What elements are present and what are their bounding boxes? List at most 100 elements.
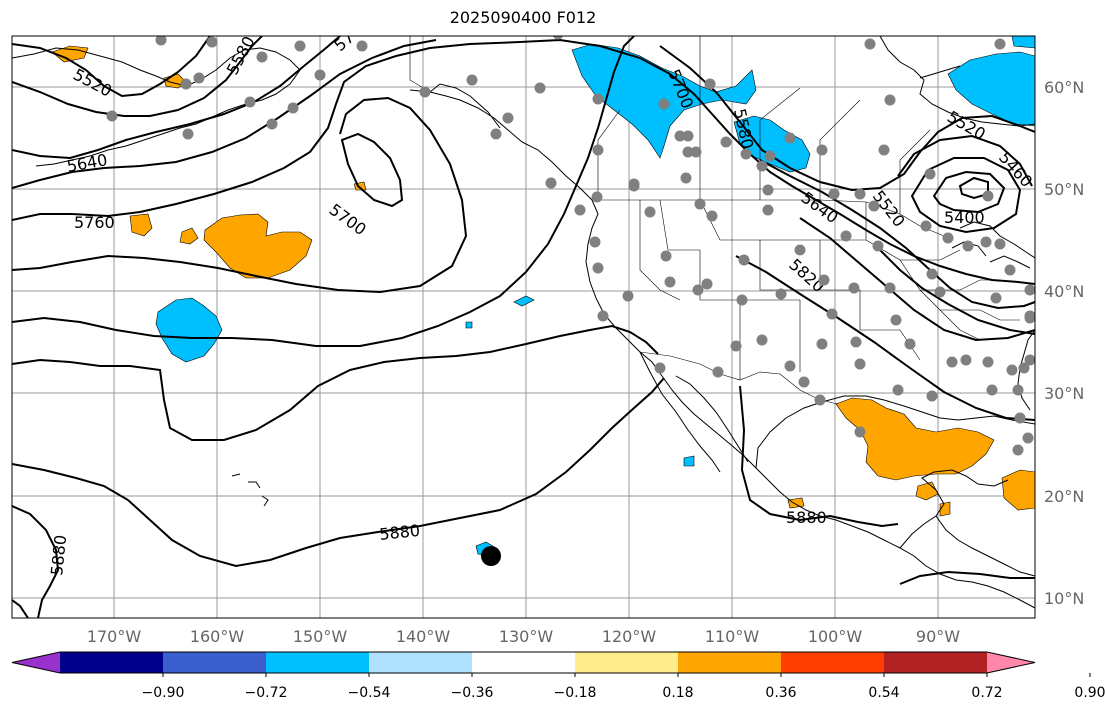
station-marker bbox=[701, 278, 713, 290]
contour-line bbox=[932, 170, 1006, 214]
station-marker bbox=[756, 160, 768, 172]
colorbar-outline bbox=[11, 651, 1036, 674]
coastline-central-america bbox=[935, 515, 1035, 577]
contour-line bbox=[12, 36, 635, 347]
colorbar-segment bbox=[163, 652, 267, 673]
station-marker bbox=[680, 172, 692, 184]
station-markers bbox=[106, 36, 1035, 456]
station-marker bbox=[1006, 364, 1018, 376]
contour-label: 5760 bbox=[74, 213, 115, 232]
station-marker bbox=[674, 130, 686, 142]
latitude-tick-label: 20°N bbox=[1044, 487, 1084, 506]
colorbar-tick-label: −0.36 bbox=[451, 685, 494, 701]
station-marker bbox=[942, 232, 954, 244]
station-marker bbox=[720, 136, 732, 148]
station-marker bbox=[892, 384, 904, 396]
colorbar-segment bbox=[884, 652, 988, 673]
contour-line bbox=[12, 96, 468, 294]
station-marker bbox=[182, 128, 194, 140]
negative-anomaly-region bbox=[155, 297, 223, 363]
longitude-tick-label: 130°W bbox=[499, 627, 554, 646]
station-marker bbox=[490, 128, 502, 140]
station-marker bbox=[206, 36, 218, 48]
station-marker bbox=[287, 102, 299, 114]
colorbar-tick-label: −0.54 bbox=[348, 685, 391, 701]
station-marker bbox=[694, 198, 706, 210]
positive-anomaly-region bbox=[787, 497, 805, 509]
station-marker bbox=[872, 240, 884, 252]
contour-line bbox=[735, 255, 1035, 421]
station-marker bbox=[1012, 384, 1024, 396]
station-marker bbox=[1012, 444, 1024, 456]
colorbar-tick-label: 0.90 bbox=[1074, 685, 1105, 701]
colorbar-segment bbox=[678, 652, 782, 673]
contour-label: 5880 bbox=[786, 508, 827, 527]
positive-anomaly-region bbox=[129, 213, 153, 237]
station-marker bbox=[682, 146, 694, 158]
contour-line bbox=[739, 385, 899, 528]
station-marker bbox=[692, 284, 704, 296]
station-marker bbox=[1022, 432, 1034, 444]
station-marker bbox=[552, 36, 564, 40]
station-marker bbox=[854, 358, 866, 370]
station-marker bbox=[1004, 264, 1016, 276]
station-marker bbox=[1024, 284, 1035, 296]
station-marker bbox=[816, 144, 828, 156]
longitude-tick-label: 150°W bbox=[293, 627, 348, 646]
contour-label: 5880 bbox=[47, 534, 70, 576]
longitude-tick-label: 160°W bbox=[190, 627, 245, 646]
station-marker bbox=[868, 200, 880, 212]
colorbar-segment bbox=[472, 652, 576, 673]
station-marker bbox=[920, 220, 932, 232]
colorbar-tick-label: −0.90 bbox=[142, 685, 185, 701]
station-marker bbox=[784, 132, 796, 144]
height-contours bbox=[12, 36, 1035, 618]
political-borders bbox=[409, 36, 1020, 405]
coastline-baja bbox=[639, 351, 749, 473]
station-marker bbox=[982, 190, 994, 202]
station-marker bbox=[762, 204, 774, 216]
negative-anomaly-region bbox=[513, 295, 535, 307]
coastline-hawaii bbox=[231, 473, 269, 507]
station-marker bbox=[962, 240, 974, 252]
station-marker bbox=[890, 314, 902, 326]
contour-line bbox=[899, 570, 1035, 585]
contour-line bbox=[12, 36, 341, 160]
negative-anomaly-region bbox=[465, 321, 473, 329]
station-marker bbox=[658, 98, 670, 110]
station-marker bbox=[794, 244, 806, 256]
station-marker bbox=[738, 254, 750, 266]
colorbar-segment bbox=[575, 652, 679, 673]
colorbar-tick-label: 0.36 bbox=[765, 685, 796, 701]
station-marker bbox=[644, 206, 656, 218]
negative-anomaly-region bbox=[683, 455, 695, 467]
contour-line bbox=[12, 599, 29, 618]
station-marker bbox=[864, 38, 876, 50]
station-marker bbox=[1014, 412, 1026, 424]
canada-province-borders bbox=[597, 36, 931, 214]
colorbar-segment bbox=[60, 652, 164, 673]
station-marker bbox=[784, 360, 796, 372]
latitude-tick-label: 10°N bbox=[1044, 589, 1084, 608]
station-marker bbox=[534, 82, 546, 94]
station-marker bbox=[106, 110, 118, 122]
coastline-north-america-west bbox=[409, 89, 1035, 609]
station-marker bbox=[690, 146, 702, 158]
colorbar-extend-min bbox=[12, 652, 60, 673]
station-marker bbox=[764, 150, 776, 162]
latitude-tick-label: 60°N bbox=[1044, 78, 1084, 97]
station-marker bbox=[986, 384, 998, 396]
coastline-gulf-of-mexico bbox=[755, 395, 1035, 549]
station-marker bbox=[736, 294, 748, 306]
contour-line bbox=[12, 38, 1035, 285]
station-marker bbox=[706, 210, 718, 222]
station-marker bbox=[926, 268, 938, 280]
contour-line bbox=[759, 159, 1035, 310]
us-mexico-border bbox=[639, 351, 839, 405]
contour-line bbox=[12, 36, 263, 117]
station-marker bbox=[591, 191, 603, 203]
contour-label: 5400 bbox=[944, 208, 985, 227]
station-marker bbox=[466, 74, 478, 86]
longitude-tick-label: 120°W bbox=[602, 627, 657, 646]
